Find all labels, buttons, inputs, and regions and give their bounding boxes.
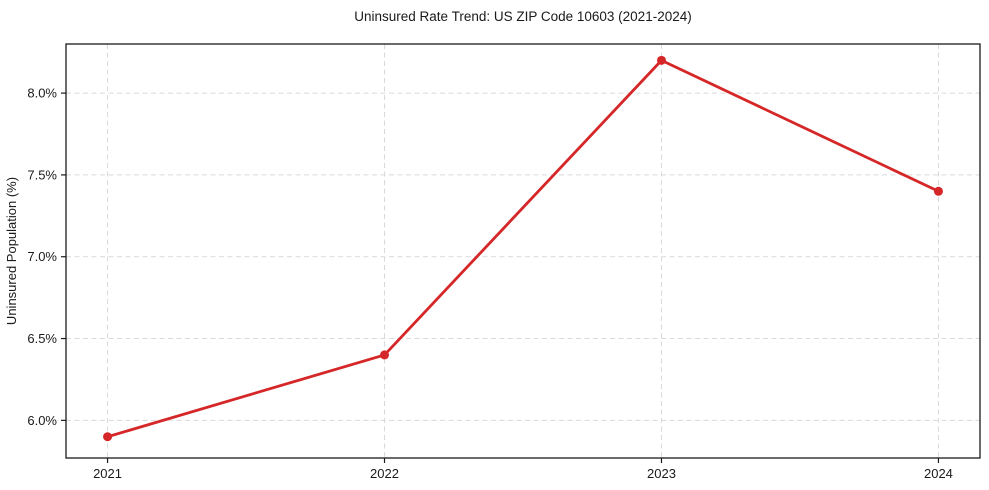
x-tick-label: 2024	[924, 466, 953, 481]
plot-border	[65, 43, 981, 459]
plot-area: 2021 2022 2023 2024 6.0% 6.5% 7.0% 7.5% 8.0%	[27, 43, 981, 481]
x-tick-label: 2021	[93, 466, 122, 481]
y-axis-label: Uninsured Population (%)	[4, 177, 19, 325]
chart-title: Uninsured Rate Trend: US ZIP Code 10603 …	[354, 9, 691, 24]
data-point	[656, 55, 666, 65]
y-tick-label: 7.5%	[27, 167, 57, 182]
y-tick-label: 6.0%	[27, 413, 57, 428]
y-tick-label: 7.0%	[27, 249, 57, 264]
x-tick-label: 2023	[647, 466, 676, 481]
y-tick-label: 8.0%	[27, 86, 57, 101]
data-point	[103, 432, 113, 442]
y-tick-label: 6.5%	[27, 331, 57, 346]
data-point	[933, 186, 943, 196]
x-tick-label: 2022	[370, 466, 399, 481]
data-point	[380, 350, 390, 360]
trend-line	[106, 58, 940, 439]
